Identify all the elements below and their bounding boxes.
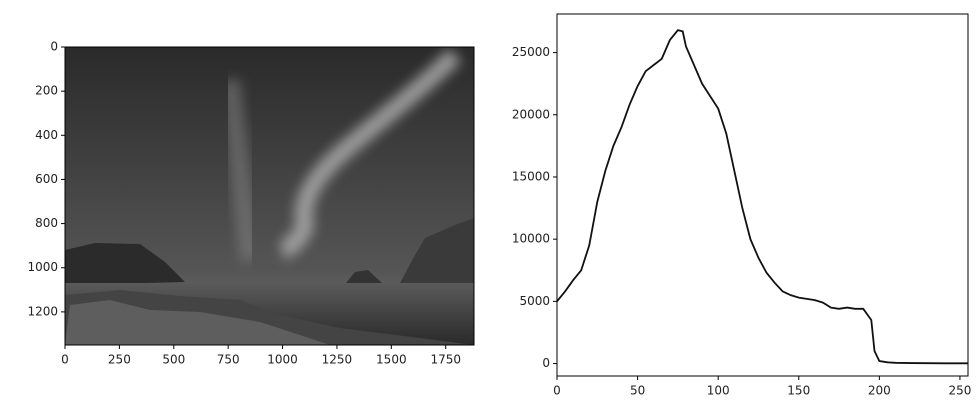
x-tick-label: 500: [162, 353, 185, 367]
y-tick-label: 25000: [512, 45, 550, 59]
x-tick-label: 150: [787, 384, 810, 398]
axes-frame: [556, 13, 969, 377]
x-tick-label: 1000: [267, 353, 298, 367]
y-tick-label: 200: [35, 84, 58, 98]
y-tick-label: 0: [542, 356, 550, 370]
y-tick-label: 10000: [512, 232, 550, 246]
y-tick-label: 20000: [512, 107, 550, 121]
x-tick-label: 250: [948, 384, 971, 398]
x-tick-label: 0: [553, 384, 561, 398]
y-tick-label: 600: [35, 172, 58, 186]
x-tick-label: 1500: [376, 353, 407, 367]
histogram-line: [556, 29, 968, 365]
y-tick-label: 1200: [27, 304, 58, 318]
x-tick-label: 250: [108, 353, 131, 367]
x-tick-label: 200: [868, 384, 891, 398]
y-tick-label: 400: [35, 128, 58, 142]
y-tick-label: 5000: [519, 294, 550, 308]
y-tick-label: 15000: [512, 169, 550, 183]
x-tick-label: 1750: [430, 353, 461, 367]
x-tick-label: 100: [707, 384, 730, 398]
x-tick-label: 50: [630, 384, 645, 398]
x-tick-label: 1250: [322, 353, 353, 367]
axes-frame: [64, 46, 475, 346]
y-tick-label: 1000: [27, 260, 58, 274]
y-tick-label: 800: [35, 216, 58, 230]
photo: [65, 47, 474, 345]
x-tick-label: 0: [61, 353, 69, 367]
x-tick-label: 750: [217, 353, 240, 367]
y-tick-label: 0: [50, 40, 58, 54]
